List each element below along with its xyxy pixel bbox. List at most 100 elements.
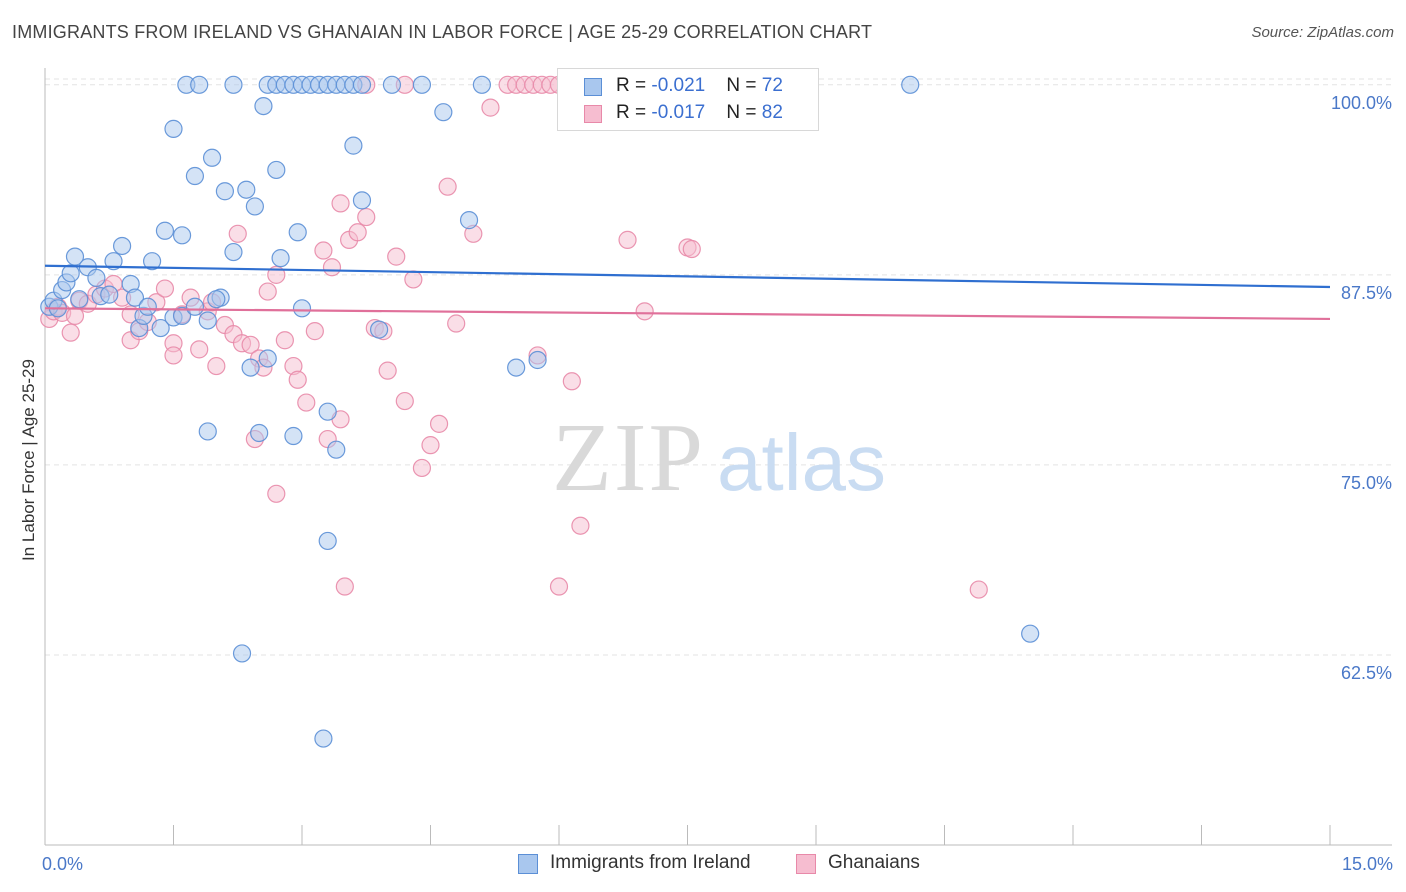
ireland-point [344, 136, 363, 155]
watermark: ZIP atlas [552, 404, 886, 512]
watermark-zip: ZIP [552, 404, 705, 512]
legend-swatch-ghana [584, 105, 602, 123]
ireland-point [190, 75, 209, 94]
ghana-point [357, 207, 376, 227]
ghana-point [421, 436, 440, 455]
bottom-legend-swatch-ireland [518, 854, 538, 874]
y-tick-label: 62.5% [1341, 663, 1392, 683]
ghana-point [549, 577, 569, 596]
ireland-point [185, 297, 205, 316]
ireland-point [87, 268, 106, 287]
ireland-point [198, 311, 217, 330]
ghana-point [322, 258, 342, 277]
ireland-point [370, 320, 389, 339]
ireland-point [125, 288, 145, 307]
y-tick-label: 100.0% [1331, 93, 1392, 113]
ghana-point [438, 177, 457, 196]
trend-lines [44, 264, 1331, 321]
ireland-point [254, 96, 273, 116]
ireland-point [202, 148, 222, 167]
bottom-legend-swatch-ghana [796, 854, 816, 874]
ghana-point [562, 372, 581, 391]
ireland-point [258, 349, 277, 368]
ghana-point [335, 577, 354, 596]
ghana-point [387, 247, 406, 266]
ghana-point [331, 194, 350, 213]
ireland-point [245, 197, 264, 216]
ghana-point [275, 331, 294, 350]
ireland-point [528, 350, 547, 370]
ireland-trend-line [44, 264, 1331, 289]
x-tick-label: 0.0% [42, 854, 83, 874]
ghana-trend-line [44, 307, 1331, 321]
ghana-point [155, 279, 175, 298]
ireland-point [327, 440, 346, 459]
ghana-point [258, 282, 277, 301]
ireland-point [65, 247, 85, 266]
ireland-point [232, 644, 252, 663]
ghana-point [297, 393, 316, 412]
axes [44, 68, 1392, 846]
ireland-point [1021, 624, 1040, 643]
ghana-point [395, 391, 414, 411]
ghana-point [682, 239, 701, 259]
ireland-points [40, 75, 1040, 748]
ghana-point [618, 230, 637, 249]
chart-source: Source: ZipAtlas.com [1251, 24, 1394, 41]
ireland-point [224, 242, 243, 262]
ireland-point [172, 226, 192, 245]
ireland-point [172, 306, 192, 326]
ireland-point [155, 221, 175, 240]
ireland-point [104, 252, 123, 271]
bottom-legend-label-ireland: Immigrants from Ireland [550, 852, 751, 873]
ireland-point [382, 75, 402, 94]
ireland-point [250, 423, 269, 443]
ireland-point [198, 422, 217, 441]
ireland-point [901, 75, 920, 94]
ireland-point [112, 236, 132, 256]
legend-swatch-ireland [584, 78, 602, 96]
ghana-point [305, 322, 324, 341]
x-tick-label: 15.0% [1342, 854, 1393, 874]
ireland-point [412, 75, 432, 94]
ireland-point [288, 223, 307, 242]
ireland-point [271, 249, 290, 268]
ireland-point [224, 75, 243, 94]
legend-ireland-n-value: 72 [761, 75, 783, 96]
legend-ireland-r-label: R = [616, 75, 652, 96]
ireland-point [318, 531, 337, 551]
ireland-point [292, 299, 312, 318]
ireland-point [284, 426, 303, 446]
ireland-point [142, 252, 162, 271]
ghana-point [228, 224, 247, 243]
tick-labels: 100.0% 87.5% 75.0% 62.5% 0.0% 15.0% [42, 93, 1393, 874]
ghana-point [241, 335, 260, 354]
ghana-points [40, 75, 988, 599]
ireland-point [472, 75, 491, 94]
ireland-point [100, 285, 119, 304]
y-axis-title: In Labor Force | Age 25-29 [19, 359, 38, 561]
ghana-point [314, 241, 333, 260]
ireland-point [138, 297, 157, 316]
ireland-point [434, 103, 453, 122]
y-tick-label: 75.0% [1341, 473, 1392, 493]
ireland-point [237, 180, 256, 199]
ghana-point [969, 580, 988, 599]
ghana-point [207, 356, 226, 376]
ghana-point [65, 306, 85, 326]
ghana-point [404, 270, 423, 289]
ireland-point [61, 264, 80, 283]
ghana-point [571, 516, 590, 535]
ghana-point [348, 223, 367, 242]
ghana-point [429, 414, 449, 433]
ireland-point [318, 402, 337, 421]
ireland-point [507, 358, 526, 377]
ghana-point [412, 458, 432, 478]
ireland-point [207, 290, 226, 309]
ireland-point [241, 358, 260, 377]
ghana-point [635, 302, 654, 321]
correlation-legend: R = -0.021 N = 72 R = -0.017 N = 82 [557, 68, 819, 131]
legend-ghana-r-label: R = [616, 102, 652, 123]
chart-title: IMMIGRANTS FROM IRELAND VS GHANAIAN IN L… [12, 22, 873, 42]
